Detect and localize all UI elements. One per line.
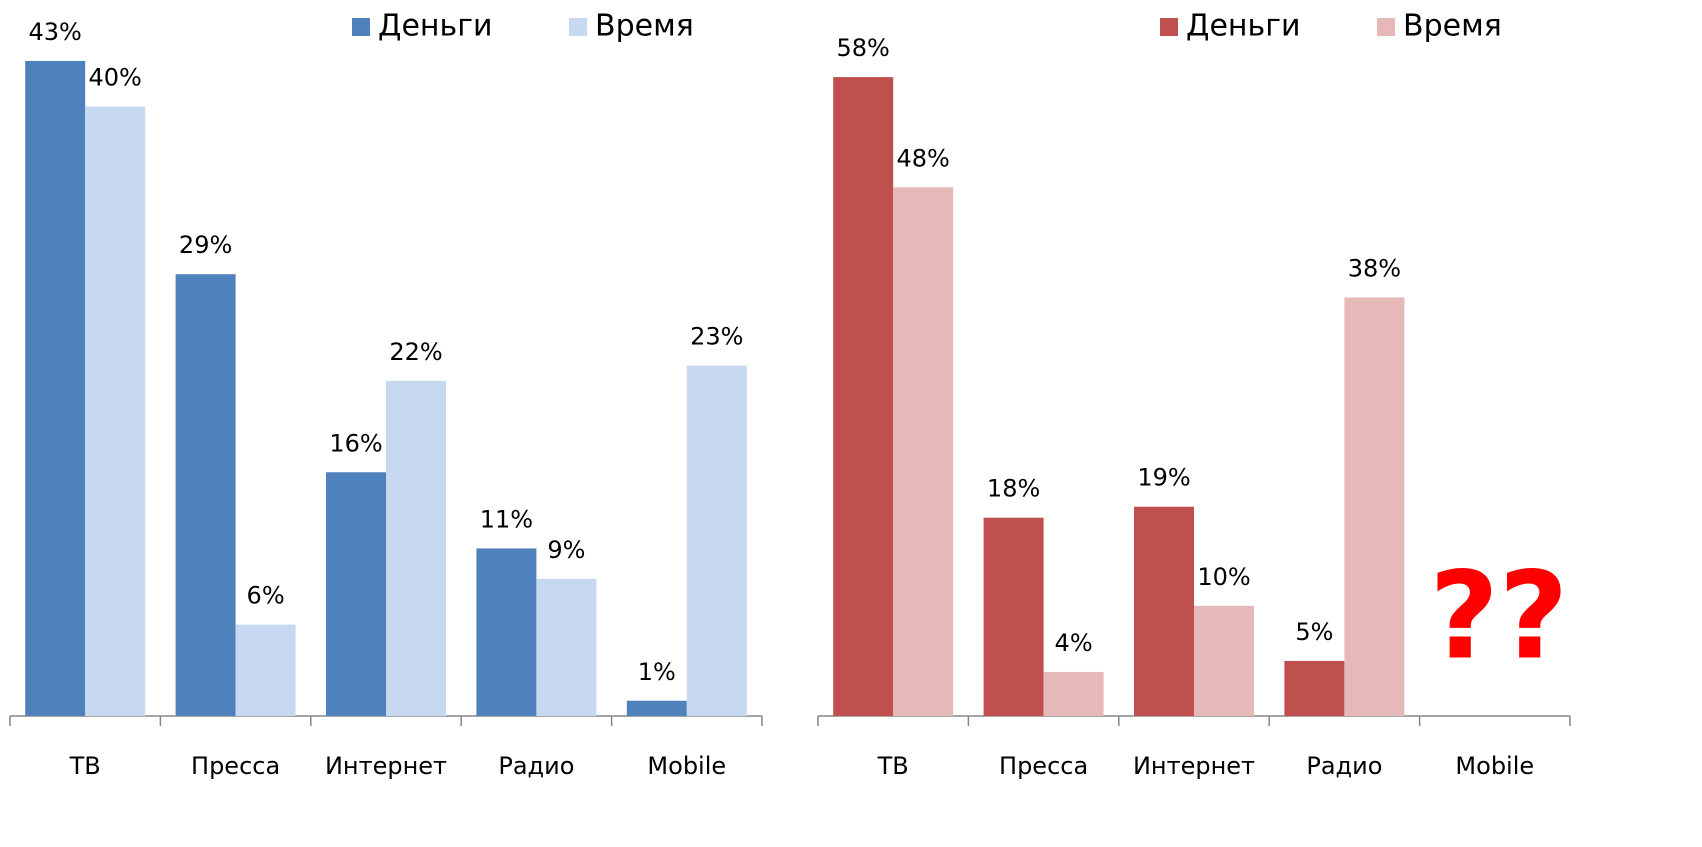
x-tick-label: Радио [1306,752,1382,780]
bar [85,106,146,716]
data-label: 1% [638,658,676,686]
data-label: 29% [179,231,232,259]
bar [686,365,747,716]
legend-label: Деньги [378,9,492,44]
data-label: 19% [1137,464,1190,492]
bar [536,578,597,716]
bar [626,700,687,716]
data-label: 22% [389,338,442,366]
bar [983,517,1044,716]
bar [1284,660,1345,716]
bar [1043,671,1104,716]
data-label: 48% [897,144,950,172]
annotation: ?? [1429,548,1568,687]
data-label: 58% [837,34,890,62]
x-tick-label: ТВ [877,752,909,780]
bar [476,548,537,716]
bar [25,60,86,717]
data-label: 16% [329,429,382,457]
bar [1134,506,1194,716]
data-label: 10% [1197,563,1250,591]
bar [235,624,296,716]
data-label: 11% [480,505,533,533]
bar [833,77,894,717]
x-tick-label: Mobile [1455,752,1534,780]
bar [1194,605,1254,716]
data-label: 9% [547,536,585,564]
x-tick-label: Пресса [999,752,1088,780]
legend-swatch [569,18,587,36]
data-label: 43% [29,18,82,46]
legend-swatch [1377,18,1395,36]
data-label: 40% [89,64,142,92]
x-tick-label: Интернет [1133,752,1255,780]
bar [175,274,236,716]
data-label: 5% [1295,618,1333,646]
data-label: 23% [690,323,743,351]
bar [1344,297,1405,716]
x-tick-label: Радио [498,752,574,780]
legend-label: Время [595,9,694,44]
legend-swatch [352,18,370,36]
x-tick-label: ТВ [69,752,101,780]
data-label: 6% [247,582,285,610]
bar [386,380,446,716]
legend-swatch [1160,18,1178,36]
data-label: 4% [1055,629,1093,657]
bar [893,187,954,716]
bar [326,472,386,716]
data-label: 38% [1348,254,1401,282]
x-tick-label: Mobile [647,752,726,780]
x-tick-label: Интернет [325,752,447,780]
legend-label: Деньги [1186,9,1300,44]
data-label: 18% [987,475,1040,503]
x-tick-label: Пресса [191,752,280,780]
legend-label: Время [1403,9,1502,44]
